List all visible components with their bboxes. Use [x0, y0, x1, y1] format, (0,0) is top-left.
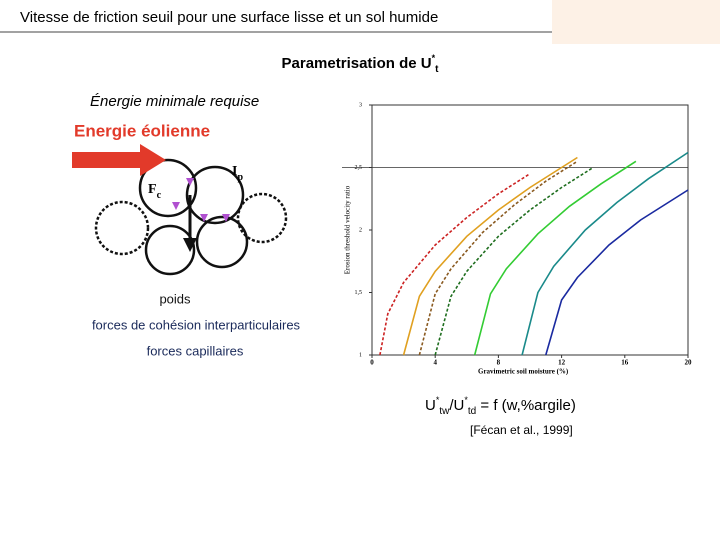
grain	[236, 192, 288, 244]
curve	[545, 189, 689, 356]
y-tick-label: 1	[359, 352, 362, 358]
header-band	[552, 0, 720, 44]
x-tick-label: 8	[497, 359, 501, 367]
subtitle: Parametrisation de U*t	[282, 53, 440, 75]
legend-cohesion: forces de cohésion interparticulaires	[92, 317, 301, 332]
x-tick-label: 12	[558, 359, 566, 367]
text-part: Parametrisation de U	[282, 55, 432, 72]
x-axis-label: Gravimetric soil moisture (%)	[478, 368, 569, 376]
legend-weight: poids	[159, 291, 191, 306]
text-part: /U	[449, 397, 464, 414]
capillary-marks	[172, 178, 230, 222]
text-part: *	[464, 395, 468, 405]
grain	[138, 158, 198, 218]
chart: Gravimetric soil moisture (%) Erosion th…	[342, 102, 693, 376]
text-part: *	[432, 53, 436, 63]
citation: [Fécan et al., 1999]	[470, 423, 573, 437]
x-tick-label: 0	[370, 359, 374, 367]
force-label: Ip	[232, 164, 243, 183]
text-part: tw	[439, 406, 450, 417]
curve	[473, 160, 637, 356]
y-axis-label: Erosion threshold velocity ratio	[344, 185, 352, 274]
x-tick-label: 20	[685, 359, 693, 367]
grain	[144, 224, 196, 276]
force-main: F	[148, 182, 157, 197]
force-main: I	[232, 164, 237, 179]
curve	[434, 166, 594, 356]
wind-label: Energie éolienne	[74, 121, 210, 140]
y-tick-label: 2	[359, 227, 362, 233]
diagram: Énergie minimale requise Energie éolienn…	[72, 93, 301, 358]
diagram-caption: Énergie minimale requise	[90, 93, 259, 110]
text-part: t	[435, 64, 439, 75]
x-tick-label: 16	[621, 359, 629, 367]
text-part: td	[468, 406, 476, 417]
weight-arrow-head	[183, 238, 197, 252]
grain	[185, 165, 245, 225]
x-tick-label: 4	[433, 359, 437, 367]
text-part: U	[425, 397, 436, 414]
grain	[195, 215, 249, 269]
grains	[94, 158, 288, 276]
grain	[94, 200, 150, 256]
force-sub: c	[157, 190, 162, 201]
force-label: P	[180, 213, 188, 228]
curve	[379, 173, 531, 356]
legend-capillary: forces capillaires	[147, 343, 244, 358]
force-label: Fc	[148, 182, 162, 201]
slide-title: Vitesse de friction seuil pour une surfa…	[20, 9, 438, 26]
text-part: *	[436, 395, 440, 405]
y-tick-label: 1,5	[355, 290, 363, 296]
formula: U*tw/U*td = f (w,%argile)	[425, 395, 576, 417]
curve	[402, 156, 578, 356]
y-tick-label: 3	[359, 102, 362, 108]
curve	[521, 151, 689, 356]
curve	[418, 160, 578, 356]
wind-arrow	[72, 144, 166, 176]
plot-frame	[371, 104, 689, 356]
text-part: = f (w,%argile)	[476, 397, 576, 414]
force-sub: p	[237, 172, 243, 183]
